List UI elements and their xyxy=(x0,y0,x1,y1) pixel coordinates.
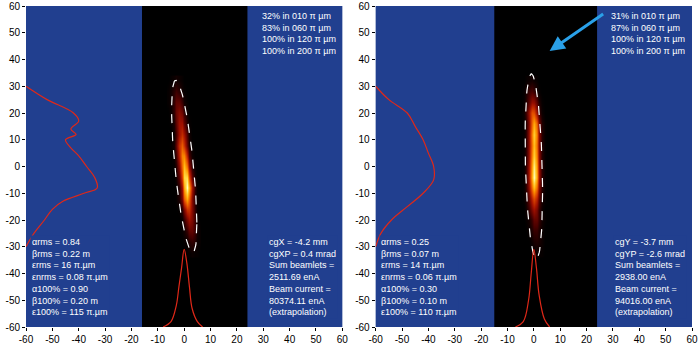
svg-text:60: 60 xyxy=(337,334,349,345)
svg-text:-50: -50 xyxy=(45,334,60,345)
svg-text:-30: -30 xyxy=(6,241,21,252)
svg-text:αrms = 0.25βrms = 0.07 mεrms =: αrms = 0.25βrms = 0.07 mεrms = 14 π.µmεn… xyxy=(381,237,457,317)
svg-text:-60: -60 xyxy=(355,322,370,333)
svg-text:-30: -30 xyxy=(355,241,370,252)
svg-text:-60: -60 xyxy=(368,334,383,345)
svg-text:-50: -50 xyxy=(355,295,370,306)
svg-text:cgX = -4.2 mmcgXP = 0.4 mradSu: cgX = -4.2 mmcgXP = 0.4 mradSum beamlets… xyxy=(269,237,336,317)
svg-text:10: 10 xyxy=(555,334,567,345)
svg-text:-40: -40 xyxy=(71,334,86,345)
svg-text:30: 30 xyxy=(607,334,619,345)
svg-text:40: 40 xyxy=(634,334,646,345)
svg-text:-20: -20 xyxy=(355,215,370,226)
svg-text:-10: -10 xyxy=(151,334,166,345)
svg-text:60: 60 xyxy=(9,1,21,12)
svg-text:50: 50 xyxy=(660,334,672,345)
svg-text:30: 30 xyxy=(359,81,371,92)
svg-text:-50: -50 xyxy=(395,334,410,345)
svg-text:30: 30 xyxy=(258,334,270,345)
svg-text:-40: -40 xyxy=(6,268,21,279)
svg-text:-40: -40 xyxy=(355,268,370,279)
svg-text:0: 0 xyxy=(531,334,537,345)
svg-text:-10: -10 xyxy=(355,188,370,199)
svg-text:40: 40 xyxy=(359,54,371,65)
svg-text:60: 60 xyxy=(686,334,698,345)
svg-text:-60: -60 xyxy=(6,322,21,333)
svg-text:-20: -20 xyxy=(6,215,21,226)
svg-text:-10: -10 xyxy=(6,188,21,199)
svg-text:20: 20 xyxy=(359,108,371,119)
svg-text:cgY = -3.7 mmcgYP = -2.6 mradS: cgY = -3.7 mmcgYP = -2.6 mradSum beamlet… xyxy=(615,237,685,317)
svg-text:30: 30 xyxy=(9,81,21,92)
svg-text:-20: -20 xyxy=(474,334,489,345)
svg-text:αrms = 0.84βrms = 0.22 mεrms =: αrms = 0.84βrms = 0.22 mεrms = 16 π.µmεn… xyxy=(32,237,108,317)
svg-text:10: 10 xyxy=(359,134,371,145)
svg-text:32% in 010 π µm83% in 060 π µm: 32% in 010 π µm83% in 060 π µm100% in 12… xyxy=(262,11,336,56)
svg-text:-50: -50 xyxy=(6,295,21,306)
svg-text:20: 20 xyxy=(231,334,243,345)
svg-text:50: 50 xyxy=(9,27,21,38)
svg-text:0: 0 xyxy=(181,334,187,345)
svg-text:-30: -30 xyxy=(448,334,463,345)
svg-text:10: 10 xyxy=(205,334,217,345)
svg-text:60: 60 xyxy=(359,1,371,12)
svg-text:0: 0 xyxy=(364,161,370,172)
svg-text:40: 40 xyxy=(284,334,296,345)
svg-text:40: 40 xyxy=(9,54,21,65)
svg-text:0: 0 xyxy=(14,161,20,172)
svg-text:20: 20 xyxy=(581,334,593,345)
svg-text:-60: -60 xyxy=(19,334,34,345)
svg-text:-30: -30 xyxy=(98,334,113,345)
svg-text:-40: -40 xyxy=(421,334,436,345)
svg-text:-20: -20 xyxy=(124,334,139,345)
svg-text:10: 10 xyxy=(9,134,21,145)
svg-text:50: 50 xyxy=(359,27,371,38)
svg-text:20: 20 xyxy=(9,108,21,119)
svg-text:31% in 010 π µm87% in 060 π µm: 31% in 010 π µm87% in 060 π µm100% in 12… xyxy=(611,11,685,56)
svg-text:-10: -10 xyxy=(500,334,515,345)
svg-text:50: 50 xyxy=(310,334,322,345)
